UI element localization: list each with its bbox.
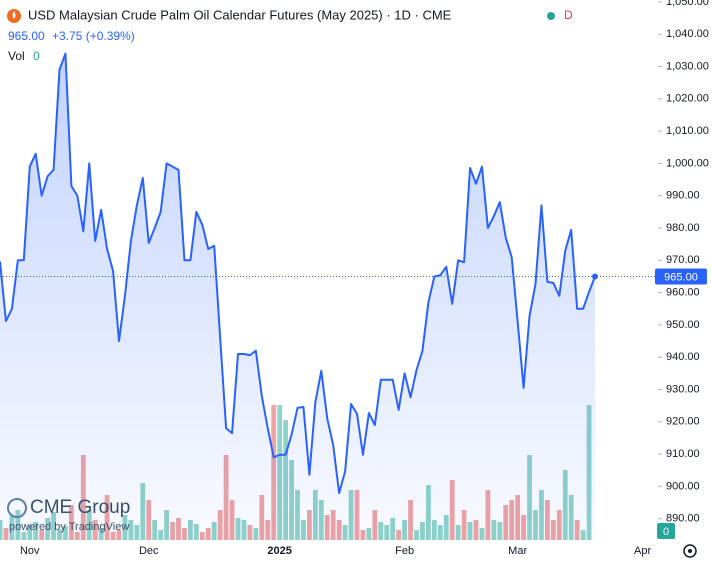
y-tick-label: 900.00 [666, 480, 700, 492]
y-tick-label: 990.00 [666, 190, 700, 202]
x-tick-label: Mar [508, 545, 527, 557]
y-tick-label: 1,000.00 [666, 157, 709, 169]
y-tick-label: 910.00 [666, 448, 700, 460]
price-line [0, 52, 596, 495]
logo: CME Group powered by TradingView [7, 497, 130, 533]
x-tick-label: Apr [634, 545, 651, 557]
last-price: 965.00 [8, 29, 45, 43]
y-tick-label: 1,050.00 [666, 0, 709, 8]
last-price-label: 965.00 [664, 271, 698, 283]
x-tick-label: Dec [139, 545, 159, 557]
volume-label: Vol [8, 49, 25, 63]
x-tick-label: Nov [20, 545, 40, 557]
y-tick-label: 1,030.00 [666, 60, 709, 72]
settings-button[interactable] [683, 544, 697, 558]
y-tick-label: 1,020.00 [666, 93, 709, 105]
symbol-icon-drop [12, 11, 16, 19]
x-tick-label: 2025 [267, 545, 291, 557]
volume-value-box [657, 523, 675, 539]
powered-by: powered by TradingView [9, 521, 129, 533]
price-layer [0, 52, 655, 541]
y-tick-label: 940.00 [666, 351, 700, 363]
y-tick-label: 920.00 [666, 416, 700, 428]
logo-globe [7, 498, 27, 518]
volume-value: 0 [33, 49, 40, 63]
price-change: +3.75 (+0.39%) [52, 29, 135, 43]
y-tick-label: 980.00 [666, 222, 700, 234]
y-tick-label: 1,010.00 [666, 125, 709, 137]
y-tick-label: 970.00 [666, 254, 700, 266]
y-tick-label: 930.00 [666, 383, 700, 395]
logo-text: CME Group [30, 497, 130, 518]
gear-center[interactable] [688, 549, 692, 553]
chart-title: USD Malaysian Crude Palm Oil Calendar Fu… [28, 7, 452, 22]
gear-icon[interactable] [683, 544, 697, 558]
price-axis: 890.00 900.00 910.00 920.00 930.00 940.00 950.… [20, 0, 709, 557]
y-tick-label: 960.00 [666, 287, 700, 299]
last-price-box [655, 268, 707, 285]
x-tick-label: Feb [395, 545, 414, 557]
y-tick-label: 1,040.00 [666, 28, 709, 40]
flag: D [564, 8, 573, 22]
y-tick-label: 950.00 [666, 319, 700, 331]
y-tick-label: 890.00 [666, 513, 700, 525]
legend-header: USD Malaysian Crude Palm Oil Calendar Fu… [7, 7, 573, 63]
price-area [0, 53, 595, 541]
volume-value-label: 0 [663, 526, 669, 538]
status-dot [547, 12, 555, 20]
